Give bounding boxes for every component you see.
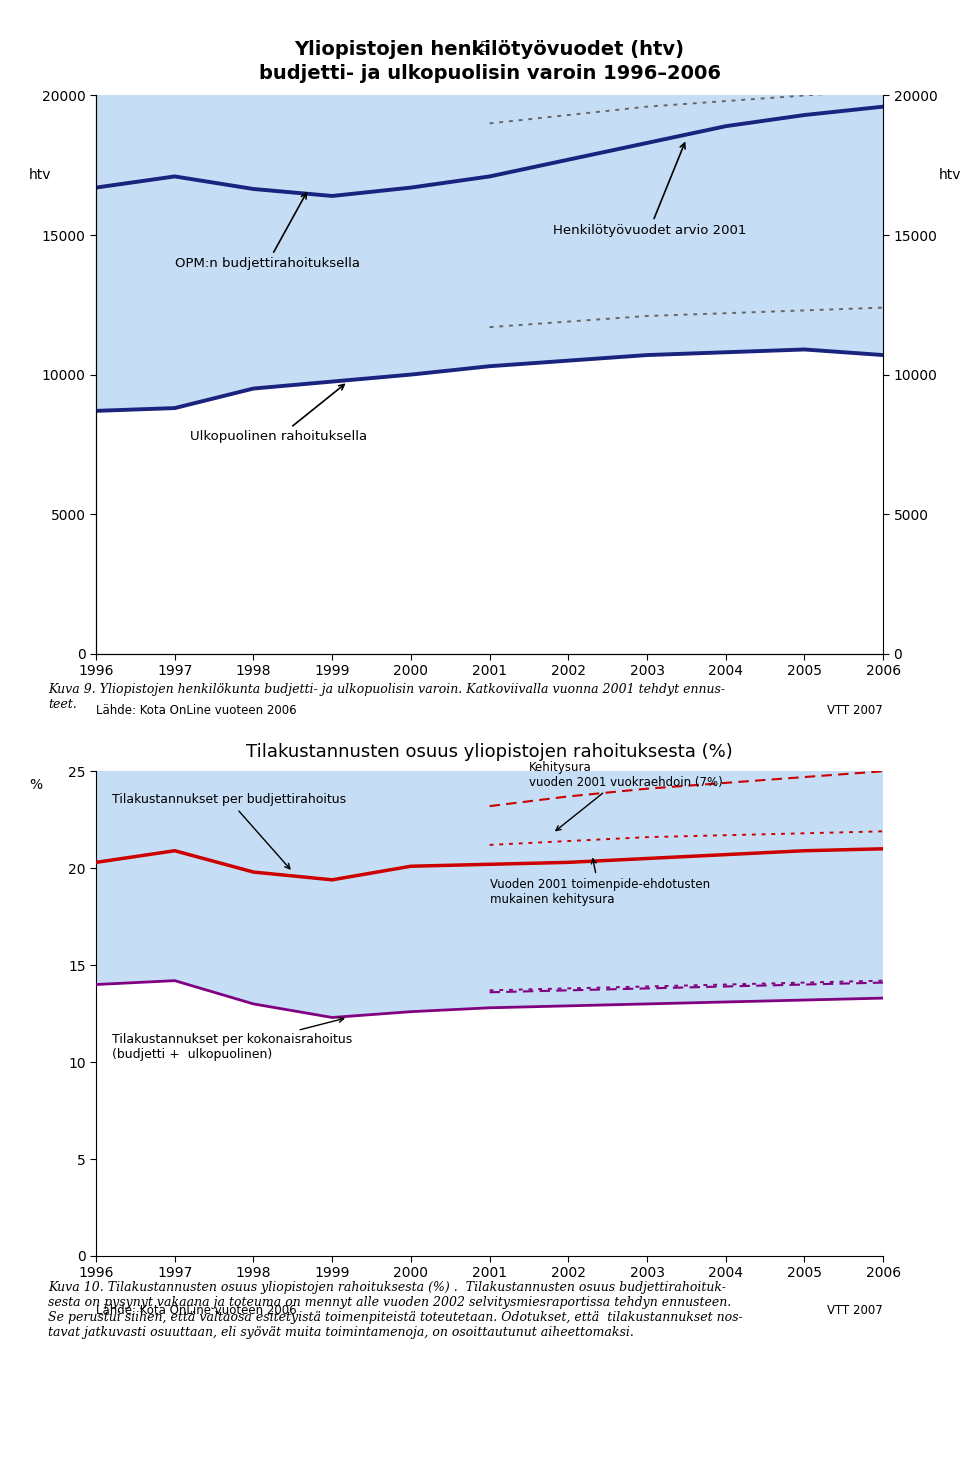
Text: htv: htv: [938, 167, 960, 182]
Text: 15: 15: [470, 41, 490, 56]
Text: Henkilötyövuodet arvio 2001: Henkilötyövuodet arvio 2001: [553, 142, 746, 237]
Text: Vuoden 2001 toimenpide-ehdotusten
mukainen kehitysura: Vuoden 2001 toimenpide-ehdotusten mukain…: [490, 859, 709, 906]
Text: VTT 2007: VTT 2007: [828, 1304, 883, 1318]
Text: Lähde: Kota OnLine vuoteen 2006: Lähde: Kota OnLine vuoteen 2006: [96, 704, 297, 717]
Text: htv: htv: [29, 167, 52, 182]
Title: Yliopistojen henkilötyövuodet (htv)
budjetti- ja ulkopuolisin varoin 1996–2006: Yliopistojen henkilötyövuodet (htv) budj…: [258, 40, 721, 82]
Text: %: %: [29, 779, 42, 792]
Text: Kuva 9. Yliopistojen henkilökunta budjetti- ja ulkopuolisin varoin. Katkoviivall: Kuva 9. Yliopistojen henkilökunta budjet…: [48, 683, 725, 711]
Text: Ulkopuolinen rahoituksella: Ulkopuolinen rahoituksella: [190, 385, 368, 444]
Title: Tilakustannusten osuus yliopistojen rahoituksesta (%): Tilakustannusten osuus yliopistojen raho…: [246, 743, 733, 761]
Text: Tilakustannukset per budjettirahoitus: Tilakustannukset per budjettirahoitus: [111, 793, 346, 868]
Text: Kehitysura
vuoden 2001 vuokraehdoin (7%): Kehitysura vuoden 2001 vuokraehdoin (7%): [529, 761, 723, 830]
Text: OPM:n budjettirahoituksella: OPM:n budjettirahoituksella: [175, 192, 360, 270]
Text: Lähde: Kota OnLine vuoteen 2006: Lähde: Kota OnLine vuoteen 2006: [96, 1304, 297, 1318]
Text: VTT 2007: VTT 2007: [828, 704, 883, 717]
Text: Kuva 10. Tilakustannusten osuus yliopistojen rahoituksesta (%) .  Tilakustannust: Kuva 10. Tilakustannusten osuus yliopist…: [48, 1281, 743, 1338]
Text: Tilakustannukset per kokonaisrahoitus
(budjetti +  ulkopuolinen): Tilakustannukset per kokonaisrahoitus (b…: [111, 1018, 352, 1061]
